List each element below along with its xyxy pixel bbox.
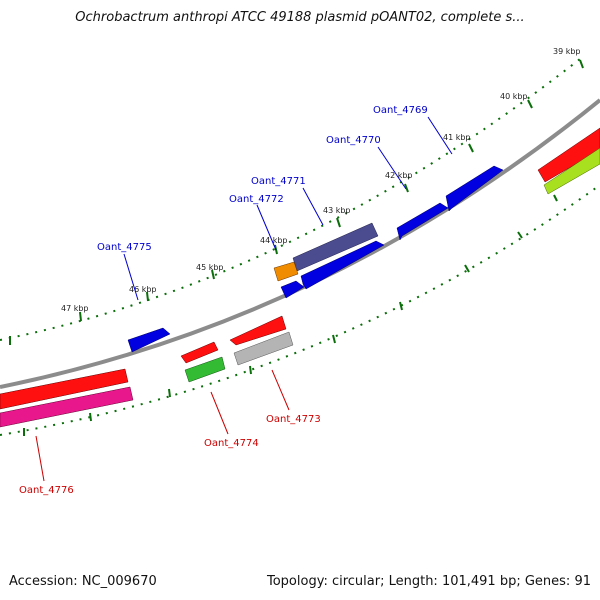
accession-text: Accession: NC_009670: [9, 574, 157, 589]
gene-oant-4776[interactable]: [0, 386, 134, 428]
gene-oant-4775[interactable]: [127, 327, 171, 353]
label-oant-4770: Oant_4770: [326, 135, 381, 146]
gene-oant-4772[interactable]: [280, 280, 305, 299]
kbp-label-46: 46 kbp: [129, 285, 157, 294]
kbp-label-42: 42 kbp: [385, 171, 413, 180]
outer-tick-ring: [0, 54, 586, 341]
gene-oant-4770[interactable]: [396, 202, 449, 241]
gene-oant-4774[interactable]: [184, 356, 226, 383]
label-oant-4773: Oant_4773: [266, 414, 321, 425]
label-oant-4771: Oant_4771: [251, 176, 306, 187]
label-oant-4769: Oant_4769: [373, 105, 428, 116]
kbp-label-40: 40 kbp: [500, 92, 528, 101]
kbp-label-47: 47 kbp: [61, 304, 89, 313]
label-oant-4772: Oant_4772: [229, 194, 284, 205]
label-oant-4776: Oant_4776: [19, 485, 74, 496]
reverse-label-leaders: [35, 369, 290, 482]
topology-info-text: Topology: circular; Length: 101,491 bp; …: [266, 574, 591, 589]
gene-oant-4774-red[interactable]: [180, 341, 219, 364]
gene-oant-4769[interactable]: [445, 165, 504, 212]
forward-label-leaders: [123, 116, 453, 301]
kbp-label-45: 45 kbp: [196, 263, 224, 272]
kbp-label-39: 39 kbp: [553, 47, 581, 56]
gene-right-red[interactable]: [537, 127, 600, 183]
kbp-label-41: 41 kbp: [443, 133, 471, 142]
plasmid-backbone: [0, 98, 600, 389]
gene-right-lime[interactable]: [543, 147, 600, 195]
kbp-label-43: 43 kbp: [323, 206, 351, 215]
label-oant-4774: Oant_4774: [204, 438, 259, 449]
kbp-ticks: [9, 59, 584, 436]
gene-oant-4771-b[interactable]: [300, 240, 385, 290]
gene-oant-4773-red[interactable]: [229, 315, 287, 346]
label-oant-4775: Oant_4775: [97, 242, 152, 253]
gene-oant-4772-orange[interactable]: [273, 261, 299, 282]
gene-oant-4776-red[interactable]: [0, 368, 129, 410]
gene-oant-4773[interactable]: [233, 331, 294, 366]
kbp-label-44: 44 kbp: [260, 236, 288, 245]
map-title: Ochrobactrum anthropi ATCC 49188 plasmid…: [75, 10, 525, 25]
